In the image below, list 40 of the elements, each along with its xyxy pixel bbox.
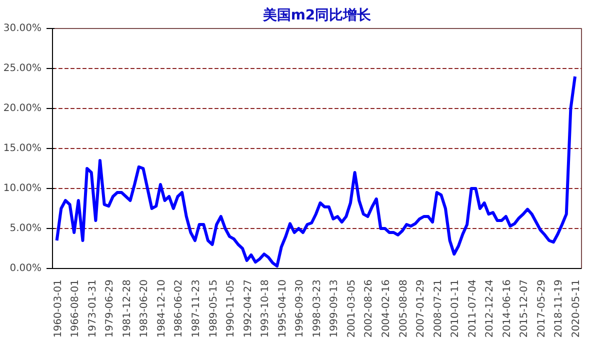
- x-tick-label: 1979-06-29: [104, 279, 116, 338]
- x-tick-label: 2004-02-16: [381, 279, 392, 338]
- x-tick-label: 1986-06-02: [174, 279, 185, 338]
- y-tick-label: 30.00%: [3, 23, 42, 34]
- x-tick-label: 1960-03-01: [52, 279, 64, 338]
- chart-title: 美国m2同比增长: [262, 6, 372, 24]
- y-tick-label: 15.00%: [3, 143, 42, 154]
- x-tick-label: 1987-11-23: [191, 279, 202, 338]
- x-tick-label: 1989-05-15: [208, 279, 220, 338]
- x-tick-label: 2005-08-08: [398, 279, 410, 338]
- x-tick-label: 1995-04-10: [277, 279, 288, 338]
- x-tick-label: 1998-03-23: [312, 279, 323, 338]
- x-tick-label: 2012-12-24: [484, 279, 496, 338]
- y-tick-label: 5.00%: [10, 223, 42, 234]
- x-tick-label: 2002-08-26: [364, 279, 375, 338]
- x-tick-label: 2018-11-19: [554, 279, 565, 338]
- x-tick-label: 1984-12-10: [156, 279, 168, 338]
- x-tick-label: 1999-09-13: [329, 279, 340, 338]
- x-tick-label: 1990-11-05: [226, 279, 237, 338]
- x-tick-label: 1983-06-20: [139, 279, 150, 338]
- x-tick-label: 1996-09-30: [294, 279, 306, 338]
- x-tick-label: 2011-07-04: [467, 279, 478, 338]
- x-tick-label: 2008-07-21: [432, 279, 444, 338]
- line-series: [55, 75, 577, 268]
- x-tick-label: 1993-10-18: [260, 279, 272, 338]
- y-tick-label: 10.00%: [3, 183, 42, 194]
- x-tick-label: 1992-04-27: [242, 279, 254, 338]
- x-tick-label: 2007-01-29: [416, 279, 427, 338]
- x-tick-label: 1973-01-31: [87, 279, 98, 338]
- x-tick-label: 2001-03-05: [346, 279, 358, 338]
- x-tick-label: 2015-12-07: [519, 279, 530, 338]
- x-tick-label: 2010-01-11: [450, 279, 462, 338]
- x-tick-label: 1966-08-01: [70, 279, 82, 338]
- y-tick-label: 25.00%: [3, 63, 42, 74]
- x-tick-label: 2017-05-29: [536, 279, 548, 338]
- x-tick-label: 2020-05-11: [571, 279, 582, 338]
- y-tick-label: 0.00%: [10, 263, 42, 274]
- x-tick-label: 1981-12-28: [122, 279, 133, 338]
- y-tick-label: 20.00%: [3, 103, 42, 114]
- x-tick-label: 2014-06-16: [502, 279, 513, 338]
